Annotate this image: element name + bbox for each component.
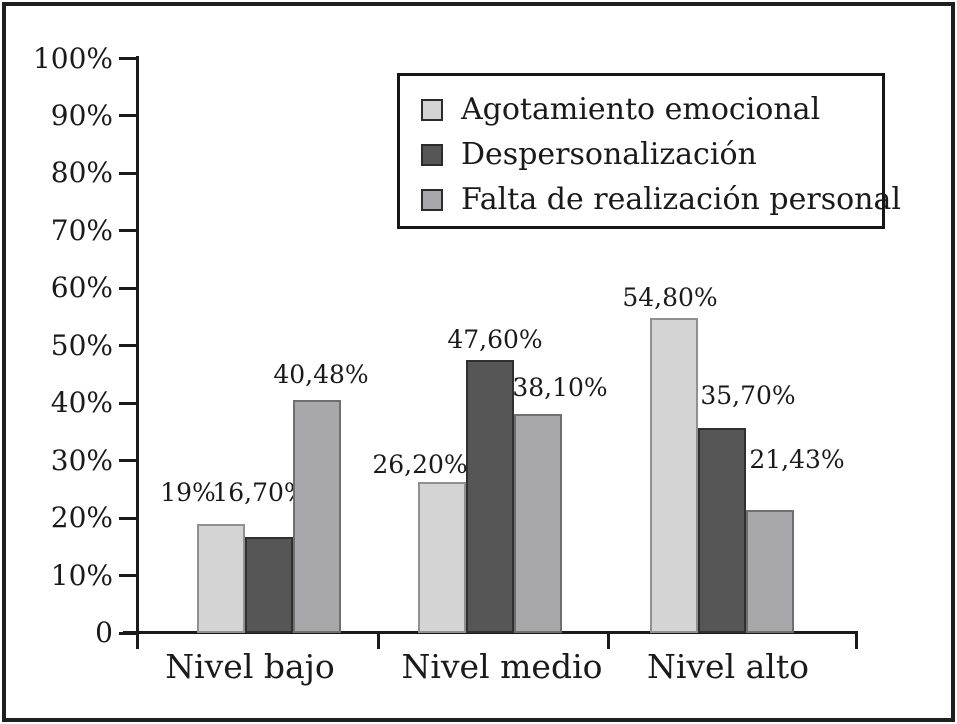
bar-3-2 — [514, 414, 562, 633]
y-axis-tick — [119, 114, 137, 118]
y-axis-tick-label: 90% — [50, 98, 113, 132]
bar-value-label: 19% — [160, 477, 216, 507]
bar-value-label: 21,43% — [749, 444, 845, 474]
y-axis-tick — [119, 344, 137, 348]
y-axis-tick — [119, 401, 137, 405]
legend-swatch-falta-realizacion — [421, 188, 443, 211]
y-axis-tick-label: 30% — [50, 443, 113, 477]
y-axis-tick-label: 20% — [50, 501, 113, 535]
legend-item: Despersonalización — [421, 132, 882, 177]
bar-2-1 — [245, 537, 293, 633]
bar-2-3 — [698, 427, 746, 633]
x-axis-tick — [607, 633, 610, 649]
y-axis-tick — [119, 171, 137, 175]
bar-value-label: 16,70% — [212, 478, 308, 508]
x-axis-tick — [377, 633, 380, 649]
legend-item: Falta de realización personal — [421, 177, 901, 222]
bar-value-label: 35,70% — [700, 380, 796, 410]
bar-3-1 — [293, 400, 341, 633]
y-axis-tick-label: 10% — [50, 558, 113, 592]
y-axis-tick — [119, 286, 137, 290]
legend-item: Agotamiento emocional — [421, 87, 882, 132]
legend-swatch-agotamiento — [421, 98, 443, 121]
y-axis-tick-label: 70% — [50, 213, 113, 247]
bar-1-3 — [650, 318, 698, 633]
bar-value-label: 38,10% — [512, 373, 608, 403]
y-axis-tick-label: 50% — [50, 328, 113, 362]
category-label-nivel-medio: Nivel medio — [401, 647, 603, 686]
y-axis-tick-label: 80% — [50, 156, 113, 190]
y-axis-tick-label: 40% — [50, 386, 113, 420]
y-axis-tick — [119, 574, 137, 578]
y-axis-tick-label: 60% — [50, 271, 113, 305]
bar-2-2 — [466, 359, 514, 633]
x-axis-tick — [855, 633, 858, 649]
y-axis-tick — [119, 516, 137, 520]
bar-value-label: 40,48% — [273, 360, 369, 390]
category-label-nivel-bajo: Nivel bajo — [165, 647, 335, 686]
legend-swatch-despersonalizacion — [421, 143, 443, 166]
bar-3-3 — [746, 509, 794, 633]
x-axis-tick — [136, 633, 139, 649]
bar-1-2 — [418, 482, 466, 633]
legend: Agotamiento emocional Despersonalización… — [397, 73, 901, 229]
bar-value-label: 47,60% — [447, 324, 543, 354]
y-axis-tick-label: 100% — [32, 41, 113, 75]
bar-value-label: 26,20% — [372, 450, 468, 480]
y-axis-line — [136, 56, 139, 649]
bar-1-1 — [197, 523, 245, 633]
y-axis-tick-label: 0 — [95, 616, 113, 649]
legend-label: Agotamiento emocional — [461, 91, 821, 127]
y-axis-tick — [119, 459, 137, 463]
legend-label: Despersonalización — [461, 136, 757, 172]
bar-value-label: 54,80% — [622, 283, 718, 313]
y-axis-tick — [119, 57, 137, 60]
category-label-nivel-alto: Nivel alto — [646, 647, 809, 686]
y-axis-tick — [119, 631, 137, 635]
legend-label: Falta de realización personal — [461, 181, 901, 217]
y-axis-tick — [119, 229, 137, 233]
